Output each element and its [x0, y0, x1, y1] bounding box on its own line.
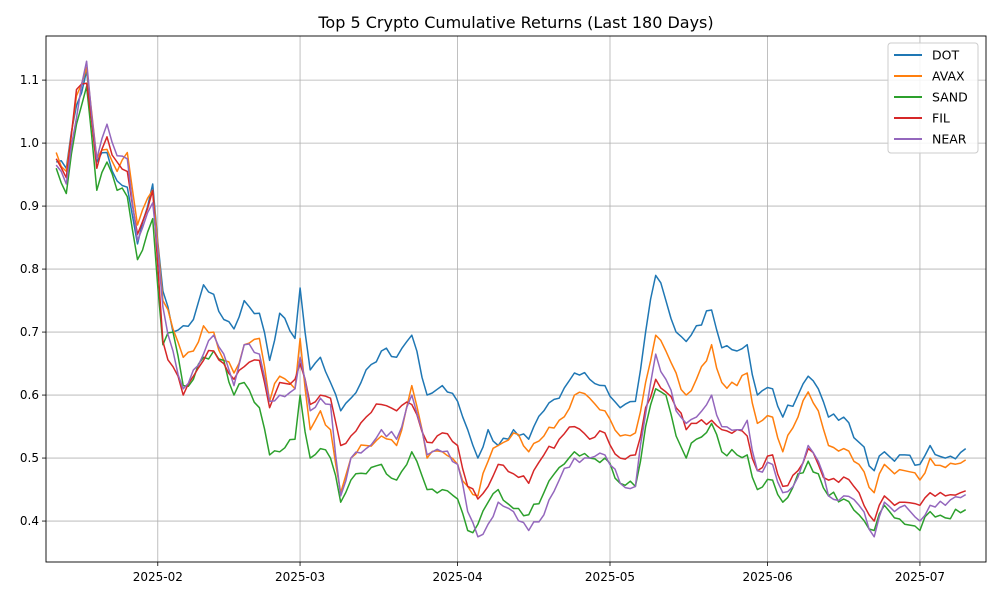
- legend-label-avax: AVAX: [932, 69, 965, 84]
- x-tick-label: 2025-04: [432, 570, 482, 584]
- x-tick-label: 2025-05: [585, 570, 635, 584]
- chart-title: Top 5 Crypto Cumulative Returns (Last 18…: [317, 13, 713, 32]
- legend-label-near: NEAR: [932, 132, 967, 147]
- legend: DOT AVAX SAND FIL NEAR: [887, 42, 979, 154]
- x-tick-label: 2025-03: [275, 570, 325, 584]
- y-tick-label: 0.8: [20, 262, 39, 276]
- series-line-sand: [55, 85, 967, 534]
- series-line-dot: [56, 69, 967, 472]
- legend-label-fil: FIL: [932, 111, 950, 126]
- plot-frame: [45, 35, 987, 563]
- legend-box: [887, 42, 979, 154]
- legend-label-dot: DOT: [932, 48, 959, 63]
- y-tick-label: 1.0: [20, 136, 39, 150]
- y-tick-label: 0.4: [20, 514, 39, 528]
- series-lines: [55, 60, 967, 538]
- series-line-near: [55, 60, 967, 538]
- series-line-avax: [55, 66, 967, 497]
- y-tick-label: 0.6: [20, 388, 39, 402]
- legend-label-sand: SAND: [932, 90, 968, 105]
- x-tick-label: 2025-07: [895, 570, 945, 584]
- y-tick-label: 0.7: [20, 325, 39, 339]
- y-tick-label: 0.9: [20, 199, 39, 213]
- y-tick-label: 1.1: [20, 73, 39, 87]
- x-tick-label: 2025-02: [133, 570, 183, 584]
- grid-lines: [46, 36, 986, 562]
- x-tick-label: 2025-06: [742, 570, 792, 584]
- y-tick-label: 0.5: [20, 451, 39, 465]
- axes: 0.4 0.5 0.6 0.7 0.8 0.9 1.0 1.1 2025-02 2025-03 20…: [20, 73, 945, 584]
